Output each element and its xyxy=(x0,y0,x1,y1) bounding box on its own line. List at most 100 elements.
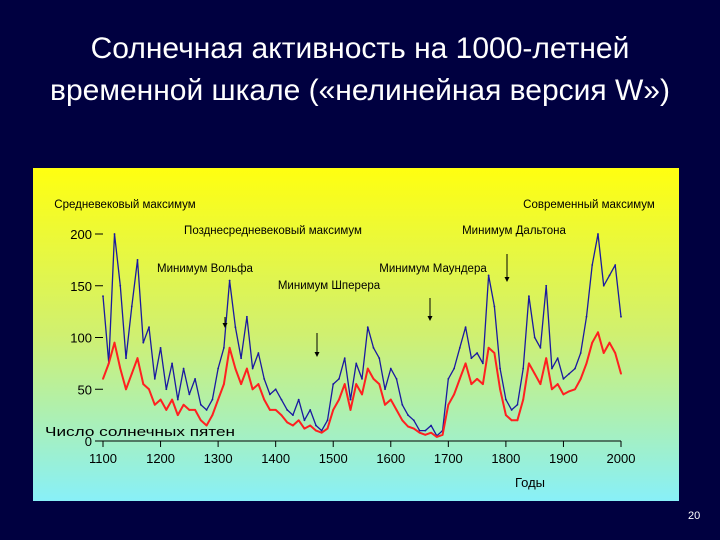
data-point xyxy=(211,398,214,401)
data-point xyxy=(418,429,421,432)
data-point xyxy=(453,393,455,396)
data-point xyxy=(136,357,139,360)
data-point xyxy=(591,341,594,344)
data-point xyxy=(447,378,450,380)
data-point xyxy=(487,346,490,349)
data-point xyxy=(372,346,375,349)
data-point xyxy=(228,346,231,349)
data-point xyxy=(171,398,173,401)
annotation-arrowhead xyxy=(427,316,433,321)
data-point xyxy=(504,398,507,401)
data-point xyxy=(389,367,392,370)
data-point xyxy=(574,367,576,370)
data-point xyxy=(303,427,306,430)
data-point xyxy=(194,378,196,380)
data-point xyxy=(597,233,599,235)
data-point xyxy=(240,383,243,385)
data-point xyxy=(297,398,300,401)
data-point xyxy=(355,362,358,365)
sunspot-chart: 0 50 100 150 200 1100 1200 1300 1400 1500 1600 1700… xyxy=(33,168,679,501)
data-point xyxy=(395,409,398,411)
data-point xyxy=(176,398,179,401)
x-tick-label: 1900 xyxy=(549,451,578,466)
data-point xyxy=(372,378,375,380)
data-point xyxy=(257,383,260,385)
annotation-label: Минимум Дальтона xyxy=(462,225,566,237)
data-point xyxy=(395,378,398,380)
data-point xyxy=(522,398,525,401)
data-point xyxy=(568,390,571,393)
y-tick-label: 200 xyxy=(70,227,92,242)
data-point xyxy=(125,388,127,391)
data-point xyxy=(401,419,404,422)
title-line-1: Солнечная активность на 1000-летней xyxy=(90,32,630,65)
data-point xyxy=(384,403,386,406)
data-point xyxy=(269,393,271,396)
data-point xyxy=(556,357,559,360)
data-point xyxy=(441,433,444,436)
data-point xyxy=(412,419,415,422)
data-point xyxy=(401,403,404,406)
data-point xyxy=(332,383,335,385)
x-tick-label: 1500 xyxy=(319,451,348,466)
annotation-arrowhead xyxy=(222,323,228,328)
data-point xyxy=(389,398,392,401)
data-point xyxy=(176,414,179,417)
data-point xyxy=(366,367,369,370)
data-point xyxy=(251,388,254,391)
data-point xyxy=(574,388,576,391)
page-number: 20 xyxy=(688,510,701,522)
data-point xyxy=(130,305,133,308)
data-point xyxy=(188,409,191,411)
y-tick-label: 100 xyxy=(70,331,92,346)
data-point xyxy=(113,233,116,235)
data-point xyxy=(458,378,461,380)
data-point xyxy=(407,425,409,428)
data-point xyxy=(361,393,363,396)
data-point xyxy=(159,398,162,401)
data-point xyxy=(102,295,104,297)
y-tick-label: 0 xyxy=(85,434,92,449)
data-point xyxy=(493,305,496,308)
data-point xyxy=(199,419,202,422)
data-point xyxy=(199,403,202,406)
data-point xyxy=(470,357,473,360)
data-point xyxy=(562,378,565,380)
data-point xyxy=(384,388,386,391)
data-point xyxy=(551,388,553,391)
data-point xyxy=(326,419,329,422)
data-point xyxy=(407,414,409,417)
data-point xyxy=(516,419,519,422)
data-point xyxy=(211,414,214,417)
x-axis-label: Годы xyxy=(515,475,545,490)
data-point xyxy=(205,409,208,411)
data-point xyxy=(476,378,479,380)
data-point xyxy=(286,421,289,424)
data-point xyxy=(234,367,237,370)
data-point xyxy=(309,424,312,427)
x-tick-label: 1300 xyxy=(204,451,233,466)
data-point xyxy=(349,409,352,411)
data-point xyxy=(620,372,622,375)
data-point xyxy=(579,352,582,354)
title-line-2: временной шкале («нелинейная версия W») xyxy=(50,74,670,107)
data-point xyxy=(568,372,571,375)
data-point xyxy=(591,264,594,266)
data-point xyxy=(556,383,559,385)
x-tick-label: 1400 xyxy=(261,451,290,466)
x-tick-label: 1600 xyxy=(376,451,405,466)
data-point xyxy=(522,367,525,370)
data-point xyxy=(602,352,605,354)
data-point xyxy=(608,341,611,344)
data-point xyxy=(234,326,237,329)
annotation-label: Современный максимум xyxy=(523,199,655,211)
data-point xyxy=(487,274,490,277)
data-point xyxy=(614,352,617,354)
data-point xyxy=(188,393,191,396)
chart-panel: 0 50 100 150 200 1100 1200 1300 1400 1500 1600 1700… xyxy=(33,168,679,501)
data-point xyxy=(292,414,294,417)
data-point xyxy=(608,274,611,277)
data-point xyxy=(222,346,225,349)
data-point xyxy=(378,357,381,360)
data-point xyxy=(464,362,467,365)
